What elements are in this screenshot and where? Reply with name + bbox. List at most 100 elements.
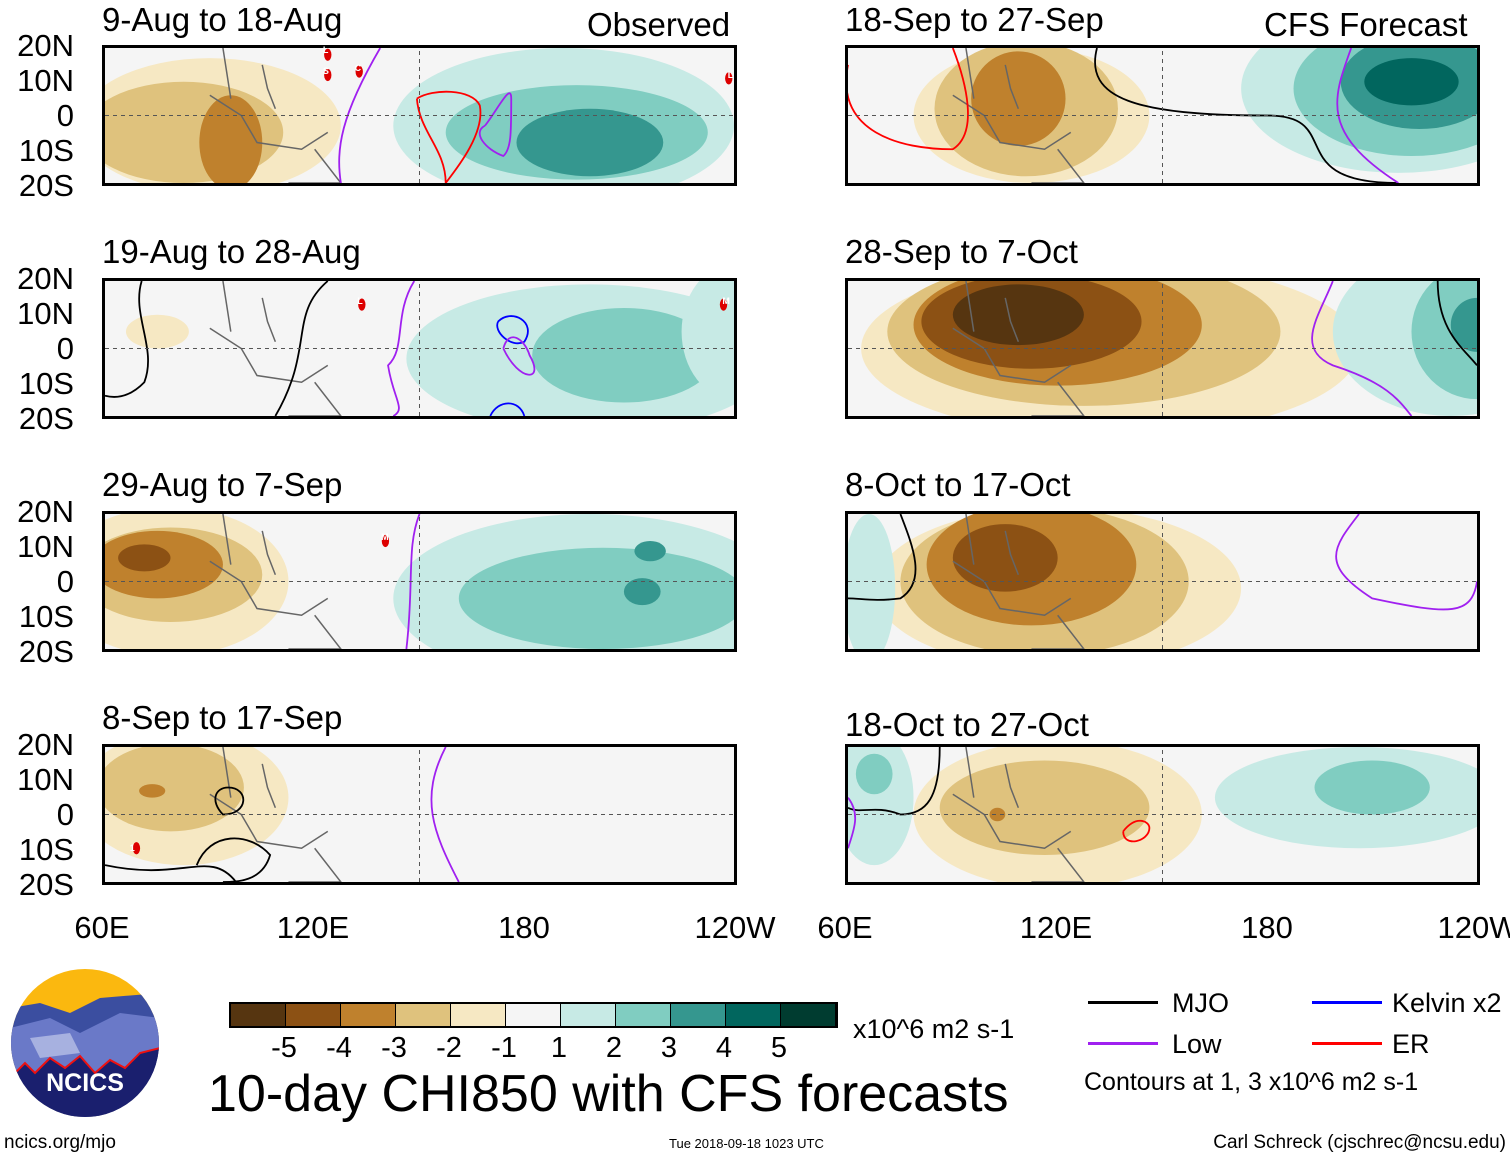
panel-title-7: 8-Oct to 17-Oct <box>845 466 1071 503</box>
contour-note: Contours at 1, 3 x10^6 m2 s-1 <box>1084 1068 1419 1096</box>
colorbar-label: 4 <box>715 1032 733 1064</box>
colorbar-swatch <box>286 1004 341 1026</box>
anomaly-region-3 <box>118 544 171 572</box>
contour-line-2 <box>846 48 968 149</box>
map-panel-4 <box>102 744 737 885</box>
anomaly-region-7 <box>634 541 666 562</box>
lat-tick: 10N <box>17 63 74 98</box>
lon-tick: 180 <box>498 910 550 945</box>
contour-line-3 <box>503 337 534 374</box>
anomaly-region-3 <box>681 281 734 400</box>
anomaly-region-2 <box>139 784 166 798</box>
contour-line-0 <box>105 788 270 883</box>
anomaly-region-4 <box>952 284 1084 346</box>
storm-label: L <box>727 69 734 80</box>
lat-tick: 20S <box>18 867 74 902</box>
lat-tick: 10S <box>18 832 74 867</box>
lat-tick: 20N <box>17 494 74 529</box>
lat-tick: 20N <box>17 727 74 762</box>
coastline <box>953 281 1084 416</box>
panel-title-6: 28-Sep to 7-Oct <box>845 233 1078 270</box>
lon-tick: 120W <box>1437 910 1510 945</box>
legend-mjo: MJO <box>1172 988 1229 1018</box>
colorbar-swatch <box>671 1004 726 1026</box>
storm-icon <box>381 534 390 548</box>
contour-line-0 <box>406 514 419 649</box>
footer-author: Carl Schreck (cjschrec@ncsu.edu) <box>1213 1132 1506 1153</box>
panel-title-5: 18-Sep to 27-Sep <box>845 1 1104 38</box>
storm-icon <box>324 48 332 61</box>
contour-line-0 <box>848 514 916 600</box>
legend-er: ER <box>1392 1029 1430 1059</box>
legend-kelvin: Kelvin x2 <box>1392 988 1502 1018</box>
footer-url[interactable]: ncics.org/mjo <box>4 1132 116 1153</box>
colorbar-label: -5 <box>271 1032 297 1064</box>
anomaly-region-2 <box>989 807 1006 822</box>
anomaly-region-2 <box>532 308 716 403</box>
lat-tick: 10N <box>17 296 74 331</box>
contour-line-1 <box>1336 514 1477 609</box>
ncics-logo: NCICS <box>11 969 159 1117</box>
coastline <box>953 514 1084 649</box>
colorbar-swatch <box>451 1004 506 1026</box>
anomaly-region-2 <box>199 95 263 183</box>
lat-tick: 0 <box>56 331 74 366</box>
contour-line-0 <box>339 48 380 183</box>
storm-icon <box>719 298 728 311</box>
colorbar-swatch <box>341 1004 396 1026</box>
legend-line-kelvin <box>1312 1001 1382 1004</box>
colorbar-label: 3 <box>660 1032 678 1064</box>
lon-tick: 120W <box>694 910 776 945</box>
contour-line-1 <box>431 747 458 882</box>
colorbar-swatch <box>561 1004 616 1026</box>
anomaly-region-3 <box>952 524 1058 592</box>
colorbar-swatch <box>506 1004 561 1026</box>
lat-tick: 0 <box>56 98 74 133</box>
contour-line-2 <box>480 93 512 156</box>
anomaly-region-6 <box>623 578 661 606</box>
storm-label: M <box>381 532 389 543</box>
map-panel-8 <box>845 744 1480 885</box>
storm-icon <box>358 298 366 311</box>
storm-icon <box>324 68 332 82</box>
legend-low: Low <box>1172 1029 1222 1059</box>
anomaly-region-0 <box>125 314 189 349</box>
lat-tick: 20N <box>17 28 74 63</box>
colorbar-swatch <box>396 1004 451 1026</box>
colorbar-swatch <box>726 1004 781 1026</box>
anomaly-region-1 <box>105 747 244 832</box>
coastline <box>210 281 341 416</box>
panel-title-4: 8-Sep to 17-Sep <box>102 699 343 736</box>
storm-label: L <box>357 295 363 306</box>
storm-icon <box>132 842 141 855</box>
storm-label: C <box>354 62 362 73</box>
lon-tick: 120E <box>1019 910 1093 945</box>
legend-line-mjo <box>1088 1001 1158 1004</box>
lat-tick: 10N <box>17 529 74 564</box>
panel-title-1: 9-Aug to 18-Aug <box>102 1 343 38</box>
anomaly-region-6 <box>1364 58 1459 106</box>
anomaly-region-4 <box>855 753 893 795</box>
map-panel-6 <box>845 278 1480 419</box>
lat-tick: 10N <box>17 762 74 797</box>
storm-label: 1 <box>129 842 135 853</box>
colorbar-swatch <box>781 1004 836 1026</box>
colorbar-swatch <box>616 1004 671 1026</box>
contour-line-1 <box>417 92 481 183</box>
anomaly-region-4 <box>848 514 896 649</box>
colorbar-label: 5 <box>770 1032 788 1064</box>
contour-line-1 <box>388 281 414 416</box>
anomaly-region-2 <box>971 51 1066 146</box>
contour-line-5 <box>275 281 327 416</box>
contour-line-0 <box>1312 281 1411 416</box>
map-panel-5 <box>845 45 1480 186</box>
anomaly-region-6 <box>1314 760 1430 815</box>
colorbar-swatch <box>231 1004 286 1026</box>
coastline <box>210 747 341 882</box>
lat-tick: 10S <box>18 599 74 634</box>
observed-label: Observed <box>587 6 731 43</box>
contour-line-2 <box>497 316 528 343</box>
coastline <box>210 48 341 183</box>
contour-line-1 <box>1438 281 1477 365</box>
